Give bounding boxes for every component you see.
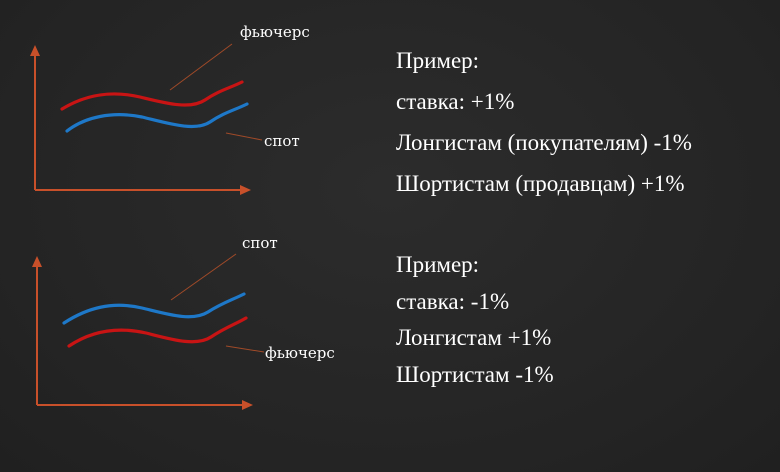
top-y-axis-arrowhead: [30, 45, 40, 56]
top-futures-curve: [60, 80, 244, 111]
bottom-futures-label: фьючерс: [265, 344, 335, 362]
example-1-rate: ставка: +1%: [396, 89, 515, 114]
top-diagram: [30, 43, 263, 195]
top-spot-label: спот: [264, 132, 300, 150]
example-2-longs: Лонгистам +1%: [396, 325, 552, 350]
example-1-longs: Лонгистам (покупателям) -1%: [396, 130, 692, 155]
bottom-spot-label: спот: [242, 234, 278, 252]
example-1: Пример: ставка: +1% Лонгистам (покупател…: [396, 40, 692, 204]
example-1-heading: Пример:: [396, 48, 480, 73]
bottom-y-axis-arrowhead: [32, 256, 42, 267]
example-2-rate: ставка: -1%: [396, 288, 510, 314]
bottom-x-axis-arrowhead: [242, 400, 253, 410]
example-1-shorts: Шортистам (продавцам) +1%: [396, 171, 685, 196]
example-2-shorts: Шортистам -1%: [396, 361, 554, 387]
example-2-heading: Пример:: [396, 252, 480, 277]
top-spot-leader: [225, 132, 263, 141]
top-futures-leader: [169, 43, 233, 91]
top-spot-curve: [65, 102, 249, 133]
bottom-futures-curve: [67, 316, 248, 348]
example-2: Пример: ставка: -1% Лонгистам +1% Шортис…: [396, 247, 554, 393]
diagrams-svg: [30, 43, 265, 410]
top-x-axis-arrowhead: [240, 185, 251, 195]
bottom-spot-leader: [170, 253, 237, 301]
diagrams-panel: фьючерс спот спот фьючерс: [0, 0, 380, 472]
bottom-spot-curve: [62, 292, 246, 325]
bottom-futures-leader: [225, 345, 265, 353]
top-futures-label: фьючерс: [240, 23, 310, 41]
bottom-diagram: [32, 253, 265, 410]
